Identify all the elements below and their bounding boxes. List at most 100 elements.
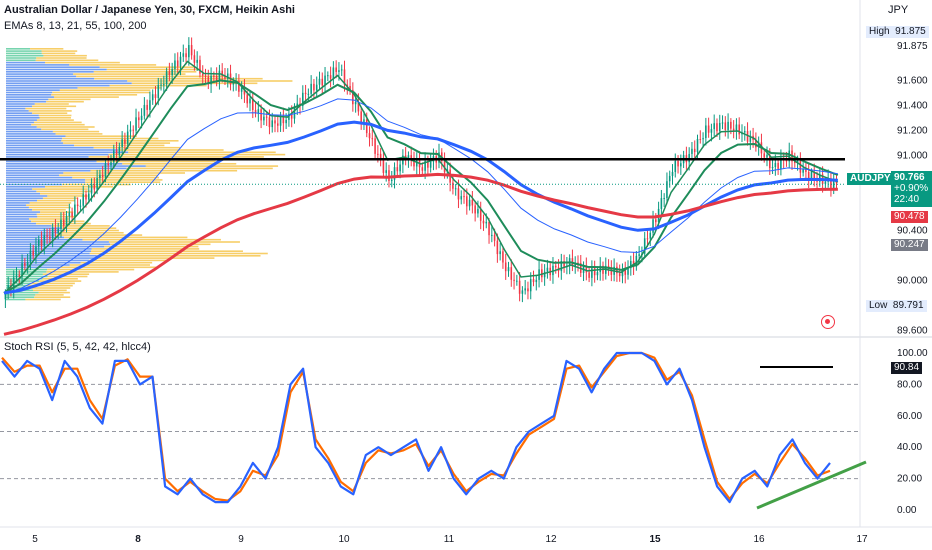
vp-bar-top xyxy=(77,87,162,89)
vp-bar-top xyxy=(89,259,169,262)
vp-bar-top xyxy=(69,64,157,66)
vp-bar-base xyxy=(6,126,37,128)
candle-body xyxy=(746,131,749,142)
candle-body xyxy=(607,265,610,268)
vp-bar-top xyxy=(31,123,85,126)
candle-body xyxy=(541,269,543,278)
candle-body xyxy=(338,70,340,72)
candle-body xyxy=(35,246,37,256)
ema-lines xyxy=(3,60,839,336)
vp-bar-base xyxy=(6,66,100,68)
vp-bar-base xyxy=(6,179,86,181)
vp-bar-base xyxy=(6,186,45,188)
candle-body xyxy=(421,167,424,171)
vp-bar-base xyxy=(6,174,60,177)
candle-body xyxy=(730,121,732,129)
symbol-tag: AUDJPY xyxy=(847,173,894,185)
vp-bar-top xyxy=(47,195,88,197)
vp-bar-top xyxy=(59,89,151,91)
vp-bar-base xyxy=(6,110,29,112)
candle-body xyxy=(360,111,362,122)
vp-bar-top xyxy=(44,186,114,188)
vp-bar-base xyxy=(6,123,32,126)
candle-body xyxy=(396,167,399,172)
vp-bar-top xyxy=(38,291,70,294)
candle-body xyxy=(390,179,393,181)
candle-body xyxy=(168,71,171,76)
candle-body xyxy=(171,69,173,76)
vp-bar-base xyxy=(6,128,42,131)
vp-bar-top xyxy=(52,130,100,133)
candle-body xyxy=(438,152,440,163)
stoch-rsi-panel xyxy=(0,351,867,510)
vp-bar-base xyxy=(6,156,89,158)
vp-bar-base xyxy=(6,248,92,250)
vp-bar-base xyxy=(6,48,31,50)
candle-body xyxy=(313,83,315,91)
alert-icon[interactable] xyxy=(821,315,835,329)
candle-body xyxy=(271,120,274,128)
candle-body xyxy=(427,160,429,168)
vp-bar-base xyxy=(6,50,42,52)
candle-body xyxy=(527,288,529,292)
vp-bar-top xyxy=(29,202,72,204)
vp-bar-top xyxy=(51,225,110,227)
price-tick-label: 90.400 xyxy=(897,226,928,237)
ema-55-line xyxy=(3,98,838,294)
candle-body xyxy=(126,131,129,144)
candle-body xyxy=(74,204,76,217)
candle-body xyxy=(79,205,82,207)
vp-bar-base xyxy=(6,107,26,110)
candle-body xyxy=(799,160,802,173)
high-label: High xyxy=(869,26,890,37)
vp-bar-base xyxy=(6,275,48,278)
time-tick-label: 16 xyxy=(753,534,765,545)
candle-body xyxy=(493,234,496,241)
candle-body xyxy=(99,174,101,179)
candle-body xyxy=(188,45,190,58)
vp-bar-top xyxy=(37,215,77,218)
vp-bar-top xyxy=(76,75,224,78)
candle-body xyxy=(246,94,249,104)
candle-body xyxy=(693,148,696,153)
candle-body xyxy=(185,53,187,58)
time-tick-label: 12 xyxy=(545,534,557,545)
vp-bar-base xyxy=(6,220,32,223)
candle-body xyxy=(65,216,68,226)
change-pct: +0.90% xyxy=(894,183,929,194)
horizontal-level-line[interactable] xyxy=(0,158,845,185)
vp-bar-top xyxy=(122,163,237,165)
candle-body xyxy=(474,205,476,214)
candle-body xyxy=(352,89,354,105)
candle-body xyxy=(357,102,360,112)
vp-bar-top xyxy=(51,94,138,96)
last-price: 90.766 xyxy=(894,172,925,183)
candle-body xyxy=(15,275,18,278)
candle-body xyxy=(90,184,93,194)
vp-bar-top xyxy=(63,229,119,232)
vp-bar-base xyxy=(6,294,36,296)
vp-bar-base xyxy=(6,165,146,167)
vp-bar-base xyxy=(6,190,37,193)
candle-body xyxy=(532,279,535,283)
vp-bar-base xyxy=(6,52,42,55)
candle-body xyxy=(76,204,79,207)
candle-body xyxy=(766,154,768,158)
vp-bar-top xyxy=(48,98,91,101)
vp-bar-top xyxy=(91,248,200,250)
candle-body xyxy=(318,78,321,85)
candle-body xyxy=(479,208,482,221)
vp-bar-base xyxy=(6,112,33,114)
ema-thin-tag: 90.247 xyxy=(891,239,928,251)
price-tick-label: 91.200 xyxy=(897,126,928,137)
vp-bar-base xyxy=(6,204,27,206)
ema-200-line xyxy=(3,172,838,336)
vp-bar-base xyxy=(6,278,43,280)
vp-bar-top xyxy=(69,264,150,266)
candle-body xyxy=(699,138,702,140)
vp-bar-top xyxy=(127,80,293,82)
vp-bar-top xyxy=(37,199,76,202)
candle-body xyxy=(87,193,90,200)
vp-bar-top xyxy=(94,77,263,80)
stoch-tick-label: 20.00 xyxy=(897,474,922,485)
